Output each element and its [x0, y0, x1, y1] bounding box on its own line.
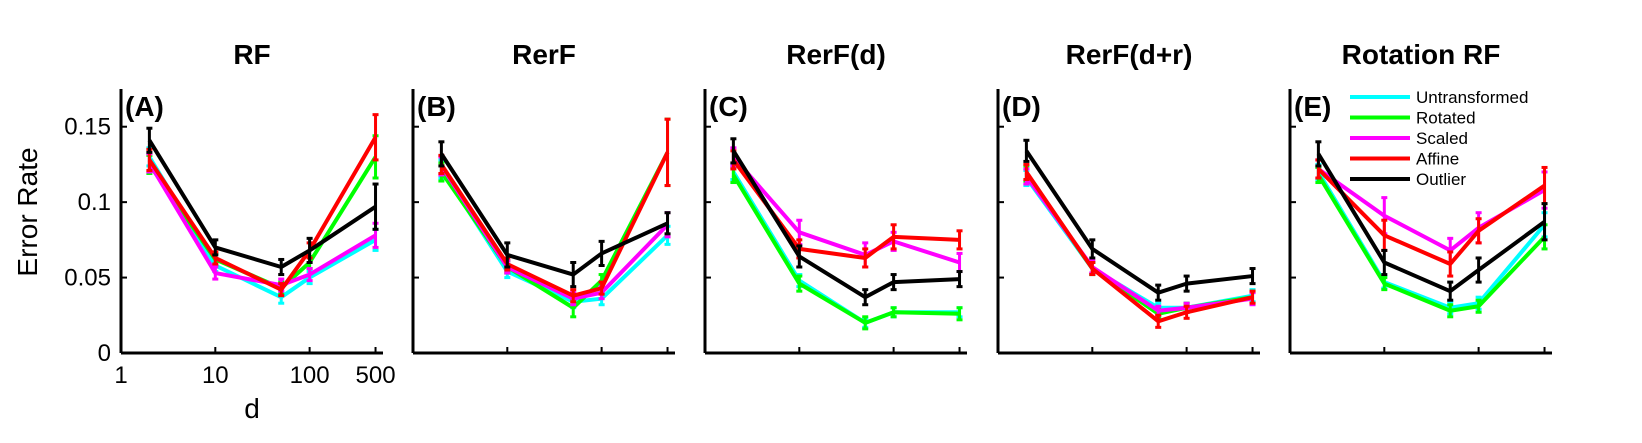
- x-tick-label: 10: [202, 362, 229, 389]
- panel-title: Rotation RF: [1342, 39, 1501, 70]
- x-tick-label: 100: [290, 362, 330, 389]
- y-tick-label: 0.1: [78, 189, 111, 216]
- series-line: [1024, 175, 1253, 313]
- series-scaled: [438, 155, 671, 307]
- legend-entry: Affine: [1416, 150, 1459, 169]
- panel-label: (E): [1294, 91, 1331, 122]
- series-line: [731, 155, 961, 265]
- panel-b: RerF (B): [411, 39, 675, 355]
- series-untransformed: [730, 162, 963, 329]
- series-line: [1024, 172, 1253, 316]
- x-axis-label: d: [244, 393, 260, 424]
- x-tick-label: 500: [356, 362, 396, 389]
- series-outlier: [1023, 138, 1256, 302]
- panel-title: RF: [233, 39, 270, 70]
- series-affine: [146, 113, 379, 298]
- y-axis-label: Error Rate: [12, 147, 43, 276]
- y-tick-label: 0.15: [64, 114, 111, 141]
- series-line: [439, 167, 669, 304]
- series-line: [147, 161, 377, 288]
- series-line: [439, 151, 670, 310]
- series-rotated: [730, 165, 963, 331]
- series-outlier: [1315, 140, 1548, 302]
- legend-entry: Rotated: [1416, 109, 1476, 128]
- panel-label: (D): [1002, 91, 1041, 122]
- series-affine: [1023, 162, 1256, 329]
- series-line: [147, 139, 377, 270]
- panel-title: RerF(d+r): [1066, 39, 1193, 70]
- panel-a: RF (A) 0 0.05 0.1 0.15 1 10 100 500: [64, 39, 395, 389]
- panel-d: RerF(d+r) (D): [996, 39, 1260, 355]
- y-tick-label: 0: [98, 340, 111, 367]
- legend-entry: Untransformed: [1416, 88, 1528, 107]
- series-scaled: [146, 152, 379, 293]
- legend-entry: Outlier: [1416, 170, 1466, 189]
- series-outlier: [146, 126, 379, 277]
- panels: RF (A) 0 0.05 0.1 0.15 1 10 100 500 RerF (B) RerF(d)…: [64, 39, 1552, 389]
- series-scaled: [730, 146, 963, 274]
- series-line: [439, 164, 669, 301]
- series-outlier: [730, 137, 963, 307]
- panel-label: (B): [417, 91, 456, 122]
- panel-title: RerF: [512, 39, 576, 70]
- x-tick-label: 1: [114, 362, 127, 389]
- panel-title: RerF(d): [786, 39, 886, 70]
- panel-label: (C): [709, 91, 748, 122]
- panel-e: Rotation RF (E): [1288, 39, 1552, 355]
- series-outlier: [438, 140, 671, 289]
- panel-label: (A): [125, 91, 164, 122]
- series-line: [1024, 176, 1253, 310]
- series-untransformed: [1023, 168, 1256, 314]
- series-scaled: [1023, 167, 1256, 317]
- y-tick-label: 0.05: [64, 265, 111, 292]
- panel-c: RerF(d) (C): [703, 39, 967, 355]
- legend-entry: Scaled: [1416, 129, 1468, 148]
